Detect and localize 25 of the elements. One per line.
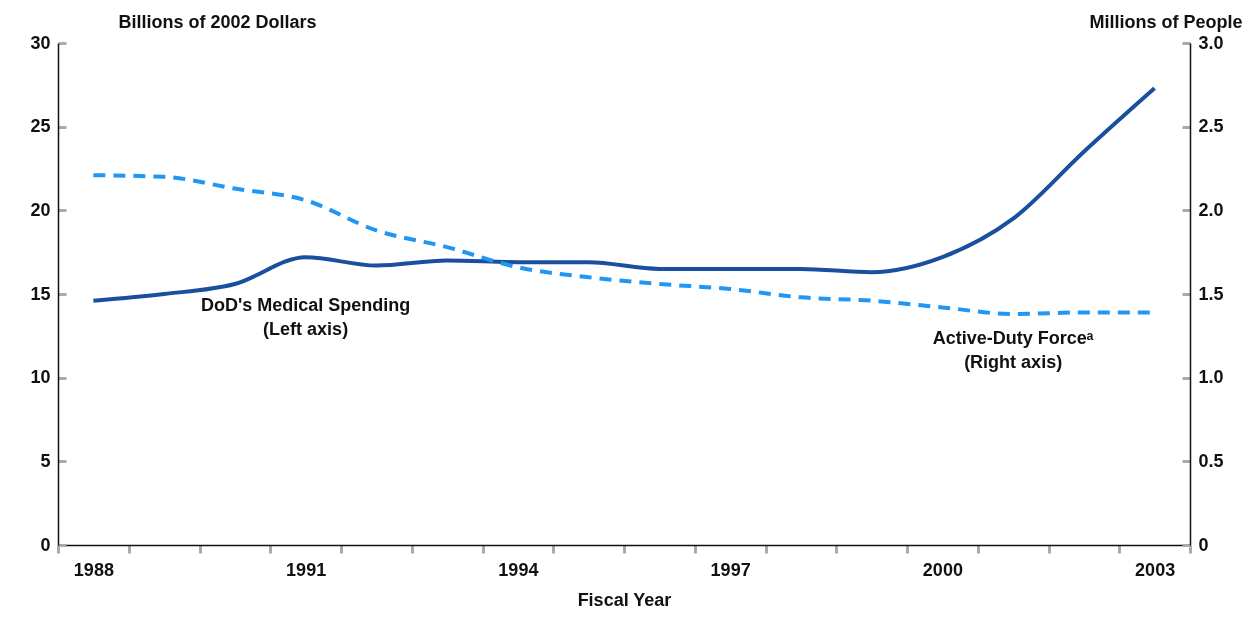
x-tick-label: 1994 [498, 559, 539, 580]
y-axis-title: Billions of 2002 Dollars [118, 11, 317, 32]
x-tick-label: 1997 [710, 559, 751, 580]
y2-tick-label: 2.5 [1198, 116, 1224, 137]
series-label: DoD's Medical Spending (Left axis) [200, 295, 411, 340]
x-tick-label: 2003 [1135, 559, 1176, 580]
y2-tick-label: 3.0 [1198, 32, 1224, 53]
y2-tick-label: 0.5 [1198, 450, 1224, 471]
x-tick-label: 2000 [922, 559, 963, 580]
x-axis-title: Fiscal Year [577, 589, 672, 610]
y2-axis-title: Millions of People [1089, 11, 1243, 32]
y-tick-label: 20 [30, 199, 51, 220]
y-tick-label: 25 [30, 116, 51, 137]
y2-tick-label: 1.0 [1198, 367, 1224, 388]
x-tick-label: 1991 [286, 559, 327, 580]
y2-tick-label: 0 [1198, 534, 1209, 555]
y2-tick-label: 1.5 [1198, 283, 1224, 304]
y-tick-label: 15 [30, 283, 51, 304]
x-tick-label: 1988 [73, 559, 114, 580]
y2-tick-label: 2.0 [1198, 199, 1224, 220]
series-label: Active-Duty Forceᵃ (Right axis) [932, 328, 1094, 373]
y-tick-label: 30 [30, 32, 51, 53]
y-tick-label: 10 [30, 367, 51, 388]
y-tick-label: 5 [40, 450, 51, 471]
y-tick-label: 0 [40, 534, 51, 555]
